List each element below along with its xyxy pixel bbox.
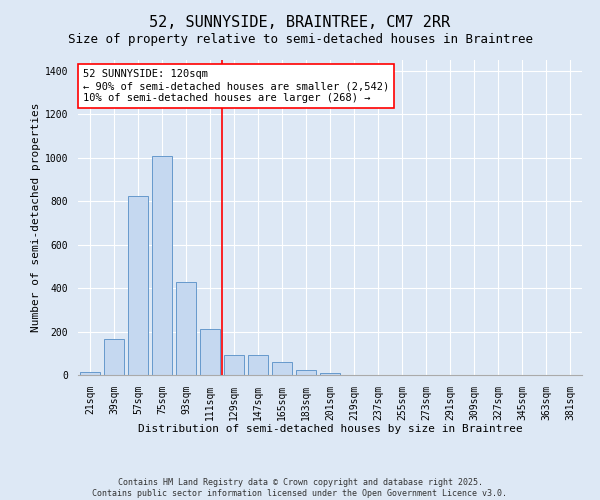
Text: 52 SUNNYSIDE: 120sqm
← 90% of semi-detached houses are smaller (2,542)
10% of se: 52 SUNNYSIDE: 120sqm ← 90% of semi-detac…: [83, 70, 389, 102]
Bar: [104, 339, 124, 375]
Text: 52, SUNNYSIDE, BRAINTREE, CM7 2RR: 52, SUNNYSIDE, BRAINTREE, CM7 2RR: [149, 15, 451, 30]
Bar: [296, 370, 316, 375]
Bar: [128, 196, 148, 375]
Text: Contains HM Land Registry data © Crown copyright and database right 2025.
Contai: Contains HM Land Registry data © Crown c…: [92, 478, 508, 498]
Y-axis label: Number of semi-detached properties: Number of semi-detached properties: [31, 103, 41, 332]
Bar: [224, 356, 244, 375]
Bar: [248, 356, 268, 375]
Bar: [272, 362, 292, 375]
X-axis label: Distribution of semi-detached houses by size in Braintree: Distribution of semi-detached houses by …: [137, 424, 523, 434]
Bar: [200, 330, 220, 375]
Bar: [320, 373, 340, 375]
Bar: [80, 372, 100, 375]
Bar: [152, 156, 172, 375]
Bar: [176, 282, 196, 375]
Text: Size of property relative to semi-detached houses in Braintree: Size of property relative to semi-detach…: [67, 32, 533, 46]
